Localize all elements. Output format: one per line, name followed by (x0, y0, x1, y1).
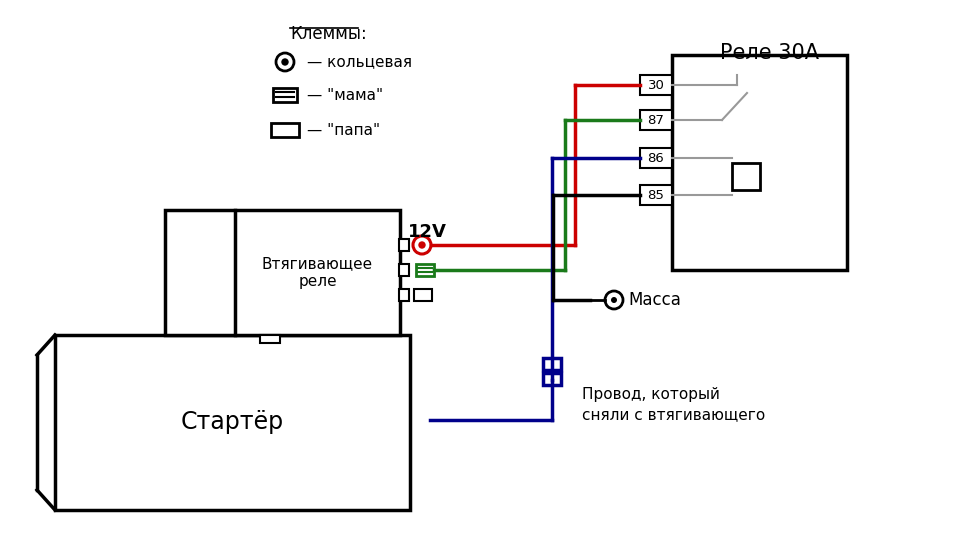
Bar (640, 110, 672, 130)
Bar (640, 185, 672, 205)
Bar (399, 264, 409, 276)
Text: 86: 86 (648, 152, 664, 165)
Text: — "папа": — "папа" (307, 123, 380, 137)
Bar (399, 289, 409, 301)
Text: Реле 30А: Реле 30А (720, 43, 819, 63)
Text: 30: 30 (648, 78, 664, 92)
Bar (543, 358, 561, 370)
Text: Провод, который: Провод, который (582, 387, 720, 403)
Text: 12V: 12V (408, 223, 446, 241)
Circle shape (611, 297, 617, 303)
Bar (640, 75, 672, 95)
Bar (273, 88, 297, 102)
Text: — "мама": — "мама" (307, 88, 383, 102)
Circle shape (419, 242, 425, 248)
Bar (416, 264, 434, 276)
Text: 85: 85 (648, 189, 664, 202)
Bar (55, 335, 410, 510)
Bar (165, 210, 400, 335)
Bar (414, 289, 432, 301)
Bar (672, 55, 847, 270)
Bar (640, 148, 672, 168)
Bar (271, 123, 299, 137)
Bar (260, 335, 280, 343)
Text: Втягивающее
реле: Втягивающее реле (262, 256, 373, 289)
Text: — кольцевая: — кольцевая (307, 54, 412, 70)
Text: 87: 87 (648, 113, 664, 126)
Bar (732, 163, 760, 190)
Text: Масса: Масса (628, 291, 681, 309)
Bar (543, 373, 561, 385)
Text: сняли с втягивающего: сняли с втягивающего (582, 408, 765, 422)
Bar (399, 239, 409, 251)
Text: Стартёр: Стартёр (180, 410, 284, 434)
Circle shape (282, 59, 288, 65)
Text: Клеммы:: Клеммы: (290, 25, 367, 43)
